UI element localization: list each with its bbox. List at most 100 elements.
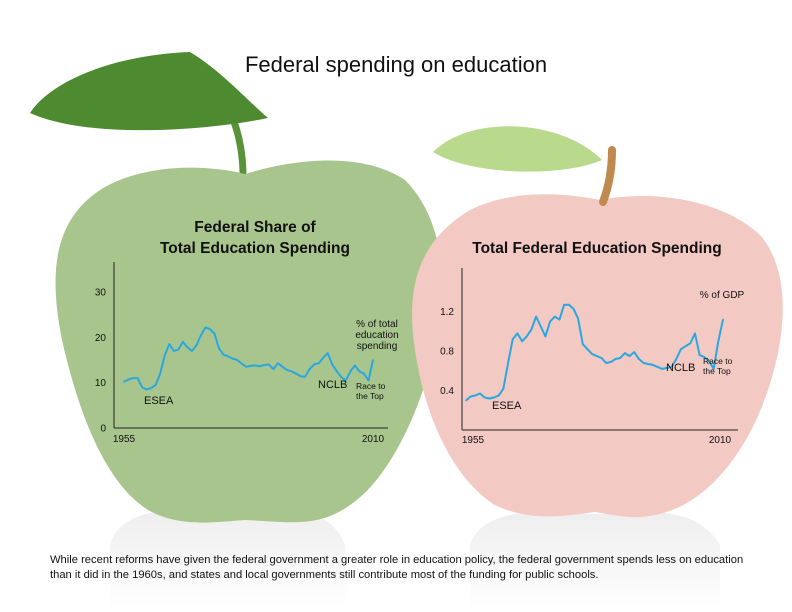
chart2-point (712, 368, 715, 370)
chart1-point (186, 346, 189, 349)
red-apple-reflection (470, 511, 720, 612)
chart2-point (572, 308, 575, 310)
chart1-point (308, 368, 311, 370)
chart2-annotation-race-2: the Top (703, 366, 731, 376)
chart2-point (493, 396, 495, 399)
chart2-point (568, 304, 570, 306)
chart1-point (154, 384, 157, 386)
chart1-point (182, 341, 184, 343)
chart1-point (213, 332, 216, 335)
chart2-point (516, 332, 519, 335)
chart1-series-line (123, 326, 374, 391)
chart2-point (675, 358, 678, 360)
chart2-point (525, 335, 528, 338)
chart1-point (277, 362, 279, 365)
chart1-point (326, 352, 329, 355)
chart2-point (652, 364, 654, 366)
chart1-x-tick-start: 1955 (113, 434, 136, 445)
chart1-annotation-race-2: the Top (356, 391, 384, 401)
chart2-point (511, 338, 514, 341)
green-apple-reflection (110, 509, 345, 612)
chart2-point (703, 356, 706, 358)
chart1-point (159, 372, 161, 375)
chart2-point (596, 355, 598, 357)
chart2-point (540, 325, 542, 328)
chart1-point (250, 365, 252, 367)
red-apple-leaf (433, 126, 602, 172)
chart1-point (150, 387, 152, 389)
chart2-annotation-unit: % of GDP (700, 290, 745, 301)
chart1-point (281, 366, 284, 368)
chart2-point (656, 366, 659, 368)
chart1-point (295, 372, 297, 375)
chart2-point (680, 348, 682, 351)
chart1-point (290, 370, 293, 373)
chart2-series-line (465, 303, 724, 402)
chart2-point (591, 353, 593, 355)
chart1-point (240, 362, 243, 365)
chart2-point (577, 317, 579, 320)
chart2-point (628, 355, 631, 357)
chart2-annotation-nclb: NCLB (666, 362, 695, 374)
chart2-point (502, 387, 505, 390)
chart1-annotation-race-1: Race to (356, 381, 386, 391)
chart2-point (530, 328, 533, 331)
chart2-point (642, 362, 645, 364)
green-apple (30, 52, 443, 523)
chart1-point (268, 363, 270, 366)
chart2-annotation-esea: ESEA (492, 400, 522, 412)
chart2-point (610, 361, 612, 363)
chart1-point (340, 376, 343, 379)
chart1-point (218, 347, 220, 350)
chart1-point (132, 377, 134, 379)
chart1-point (336, 370, 338, 373)
chart2-y-ticks: 0.4 0.8 1.2 (440, 307, 454, 397)
chart2-point (479, 392, 481, 395)
chart1-point (209, 328, 211, 331)
chart2-point (605, 362, 607, 364)
chart1-point (204, 326, 207, 329)
caption-text: While recent reforms have given the fede… (50, 554, 744, 581)
chart2-point (670, 366, 673, 368)
chart1-point (163, 354, 166, 357)
chart1-point (263, 364, 266, 366)
chart2-point (619, 357, 621, 359)
chart2-point (694, 332, 696, 335)
chart1-point (245, 366, 247, 368)
chart2-point (633, 351, 635, 353)
chart2-y-tick-label: 0.8 (440, 347, 454, 358)
chart1-point (345, 379, 347, 382)
chart1-point (173, 350, 175, 352)
chart1-point (286, 369, 288, 371)
chart1-point (317, 362, 320, 365)
chart1-points (123, 326, 374, 391)
chart2-title: Total Federal Education Spending (472, 240, 721, 257)
chart2-point (684, 345, 687, 348)
chart2-point (544, 335, 547, 338)
chart2-point (586, 348, 589, 351)
chart2-point (474, 394, 477, 397)
red-apple (412, 126, 783, 518)
chart1-point (177, 348, 180, 351)
chart1-title-line1: Federal Share of (194, 219, 316, 236)
chart2-point (638, 358, 640, 360)
chart2-point (507, 362, 509, 364)
chart1-y-tick-label: 10 (95, 378, 107, 389)
chart1-point (227, 355, 229, 358)
chart2-point (535, 315, 537, 318)
chart1-point (372, 359, 374, 361)
chart2-point (582, 343, 584, 346)
chart2-point (549, 320, 551, 323)
chart2-point (647, 363, 649, 365)
chart2-point (666, 367, 668, 369)
chart1-point (254, 364, 257, 367)
chart1-point (331, 363, 334, 366)
chart1-point (136, 377, 139, 379)
chart2-points (465, 304, 724, 402)
chart2-point (614, 358, 617, 360)
chart2-point (600, 357, 603, 359)
chart1-point (123, 381, 125, 383)
chart2-point (469, 395, 472, 398)
chart1-point (127, 378, 130, 381)
